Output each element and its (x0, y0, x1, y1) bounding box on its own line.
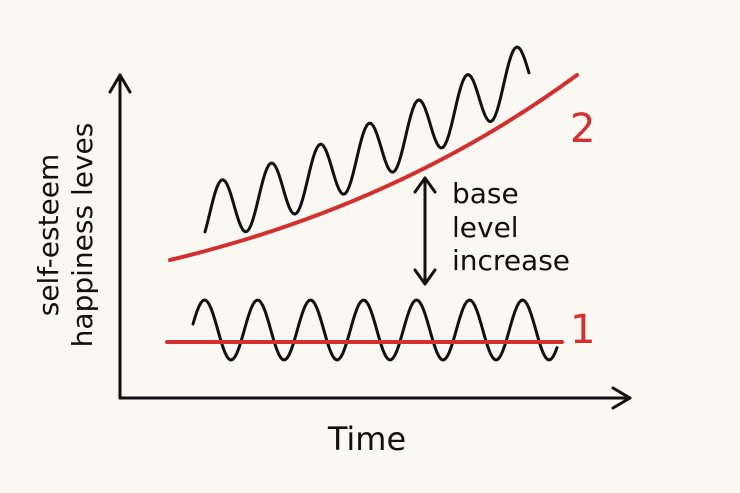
y-axis (108, 73, 132, 400)
annotation-line: level (452, 211, 519, 244)
x-label: Time (327, 420, 406, 458)
annotation-line: increase (452, 244, 570, 277)
x-axis (118, 386, 632, 410)
y-label-line: self-esteem (32, 154, 65, 317)
wave-1 (191, 298, 559, 362)
y-label-line: happiness leves (66, 123, 99, 348)
wave-2 (203, 45, 531, 234)
annotation-line: base (452, 177, 519, 210)
increase-arrow (413, 176, 437, 286)
curve-label: 2 (570, 106, 595, 152)
baseline-2 (168, 73, 579, 262)
curve-label: 1 (570, 307, 595, 353)
